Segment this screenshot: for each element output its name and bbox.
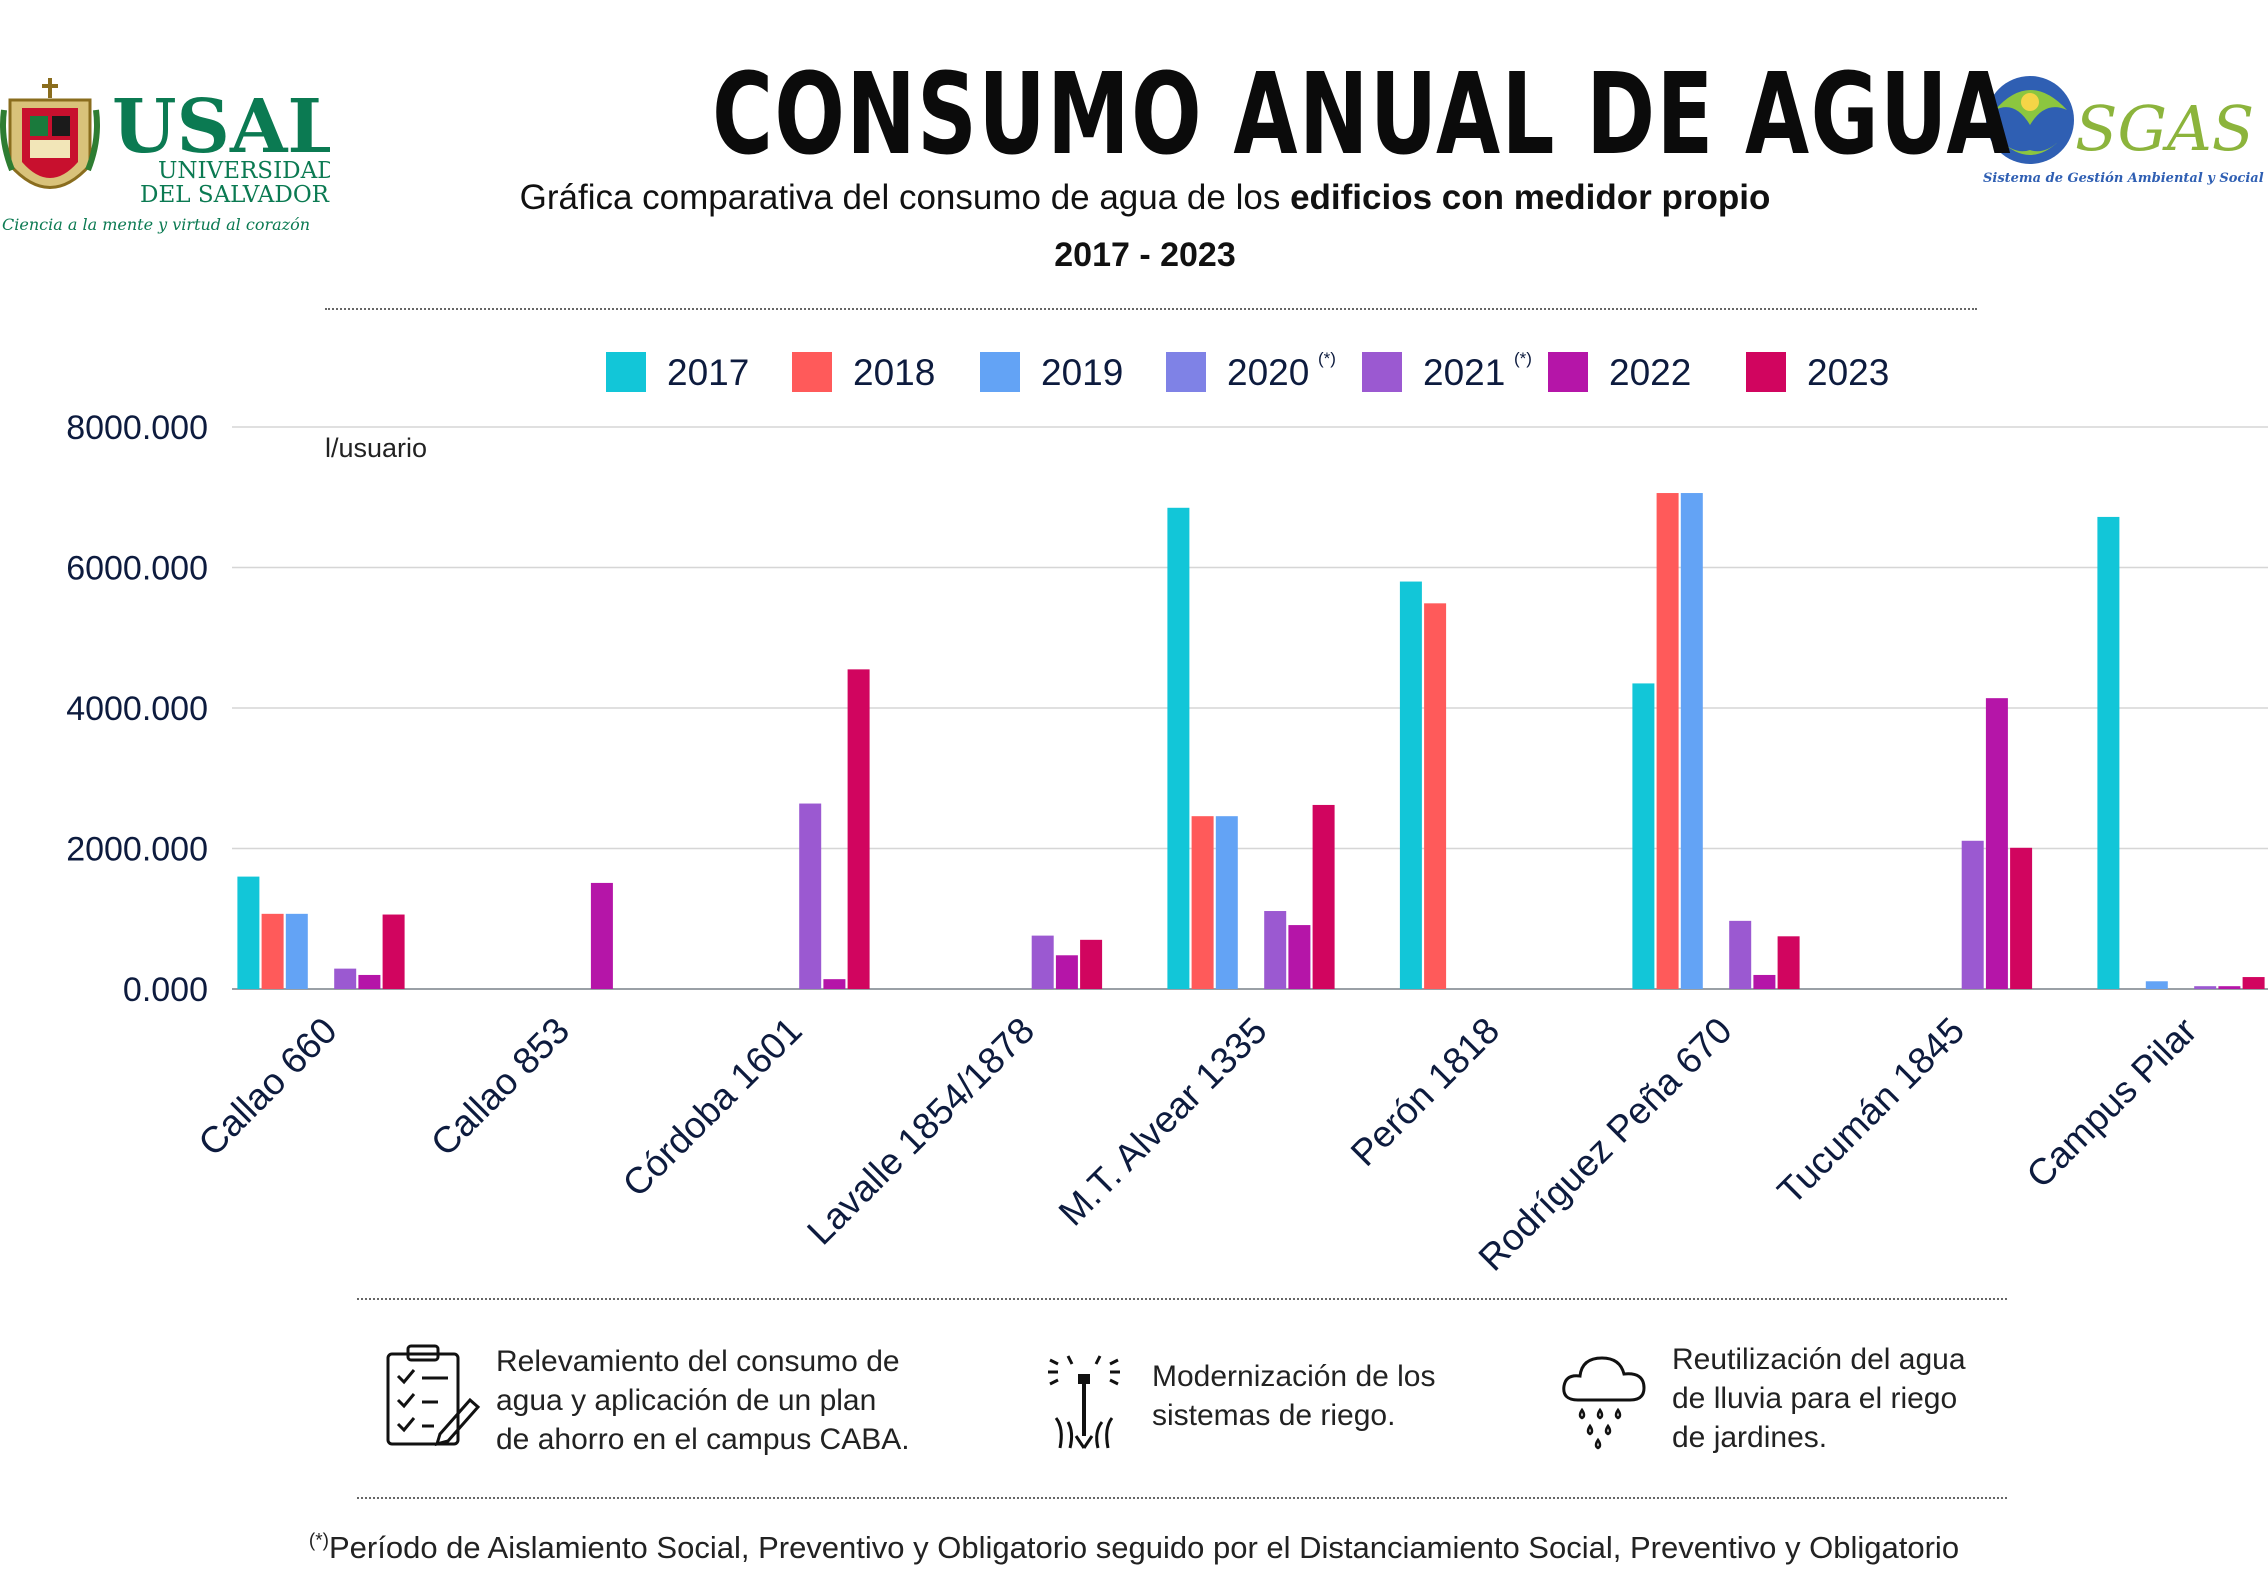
legend-swatch (1548, 352, 1588, 392)
bar (1777, 936, 1800, 989)
x-tick-label: Callao 660 (191, 1010, 345, 1164)
usal-crest-icon: USAL UNIVERSIDAD DEL SALVADOR Ciencia a … (0, 78, 339, 234)
bar (2218, 986, 2241, 989)
bar (847, 669, 870, 989)
legend-label: 2022 (1609, 352, 1691, 393)
legend-note: (*) (1318, 349, 1336, 368)
irrigation-sprinkler-icon (1048, 1355, 1120, 1449)
legend-label: 2017 (667, 352, 749, 393)
legend-note: (*) (1514, 349, 1532, 368)
bar (1753, 974, 1776, 989)
x-tick-label: Córdoba 1601 (615, 1010, 810, 1205)
bar (590, 882, 613, 989)
page-title: CONSUMO ANUAL DE AGUA (712, 50, 2013, 180)
bar (2194, 986, 2217, 989)
divider-top (325, 308, 1977, 310)
legend-swatch (1746, 352, 1786, 392)
bar (358, 974, 381, 989)
y-tick-label: 8000.000 (66, 409, 208, 447)
legend-label: 2021 (1423, 352, 1505, 393)
bar (1264, 911, 1287, 989)
bar (2097, 516, 2120, 989)
svg-text:Ciencia a la mente y virtud al: Ciencia a la mente y virtud al corazón (2, 215, 310, 234)
bar (237, 876, 260, 989)
footnote: (*)Período de Aislamiento Social, Preven… (308, 1530, 1960, 1565)
svg-text:SGAS: SGAS (2075, 92, 2254, 165)
bar (1191, 816, 1214, 989)
x-tick-label: Campus Pilar (2019, 1010, 2205, 1196)
bar (1632, 683, 1655, 989)
legend-label: 2023 (1807, 352, 1889, 393)
bar (823, 979, 846, 989)
chart-grid: 0.000 2000.000 4000.000 6000.000 8000.000 (66, 409, 2268, 1009)
legend-swatch (1166, 352, 1206, 392)
bar (1729, 920, 1752, 989)
legend-label: 2020 (1227, 352, 1309, 393)
sgas-globe-icon: SGAS Sistema de Gestión Ambiental y Soci… (1983, 76, 2264, 186)
legend-label: 2018 (853, 352, 935, 393)
initiative-3-text: Reutilización del agua de lluvia para el … (1672, 1343, 1966, 1454)
divider-bottom (357, 1497, 2007, 1499)
bar (382, 914, 405, 989)
y-tick-label: 0.000 (123, 971, 208, 1009)
x-tick-label: Lavalle 1854/1878 (799, 1010, 1042, 1253)
bar (1215, 816, 1238, 989)
divider-middle (357, 1298, 2007, 1300)
y-tick-label: 6000.000 (66, 550, 208, 588)
svg-text:UNIVERSIDAD: UNIVERSIDAD (158, 158, 330, 184)
y-tick-label: 4000.000 (66, 690, 208, 728)
y-tick-label: 2000.000 (66, 831, 208, 869)
rain-cloud-icon (1562, 1356, 1646, 1450)
bar (799, 803, 822, 989)
legend-label: 2019 (1041, 352, 1123, 393)
initiative-2-text: Modernización de los sistemas de riego. (1152, 1360, 1436, 1432)
bar (2242, 977, 2265, 989)
checklist-clipboard-icon (386, 1344, 481, 1447)
bar (2145, 981, 2168, 989)
bar-chart: 2017 2018 2019 2020 (*) 2021 (*) 2022 2023 0.000… (66, 349, 2268, 1279)
y-axis-unit-label: l/usuario (325, 433, 427, 463)
initiative-1-text: Relevamiento del consumo de agua y aplica… (496, 1345, 910, 1456)
bar (334, 968, 357, 989)
svg-text:DEL SALVADOR: DEL SALVADOR (140, 182, 330, 208)
bar (1312, 804, 1335, 989)
bar (285, 913, 308, 989)
x-tick-label: Perón 1818 (1343, 1010, 1507, 1174)
bar (1167, 507, 1190, 989)
bar (1080, 939, 1103, 989)
bar (1031, 935, 1054, 989)
sgas-logo: SGAS Sistema de Gestión Ambiental y Soci… (1975, 70, 2265, 200)
x-axis-labels: Callao 660 Callao 853 Córdoba 1601Lavalle … (191, 1010, 2205, 1279)
x-tick-label: Tucumán 1845 (1770, 1010, 1973, 1213)
bar (1680, 493, 1703, 989)
chart-bars (237, 493, 2265, 989)
legend-swatch (1362, 352, 1402, 392)
legend-swatch (606, 352, 646, 392)
bar (261, 913, 284, 989)
svg-text:Sistema de Gestión Ambiental y: Sistema de Gestión Ambiental y Social (1983, 171, 2264, 186)
x-tick-label: Rodríguez Peña 670 (1471, 1010, 1740, 1279)
x-tick-label: M.T. Alvear 1335 (1051, 1010, 1275, 1234)
usal-wordmark: USAL (112, 84, 330, 170)
x-tick-label: Callao 853 (423, 1010, 577, 1164)
bar (1424, 603, 1447, 989)
bar (2010, 847, 2033, 989)
legend-swatch (792, 352, 832, 392)
bar (1961, 840, 1984, 989)
bar (1656, 493, 1679, 989)
bar (1055, 955, 1078, 989)
bar (1288, 925, 1311, 989)
bar (1985, 698, 2008, 989)
usal-logo: USAL UNIVERSIDAD DEL SALVADOR Ciencia a … (0, 70, 339, 240)
legend-swatch (980, 352, 1020, 392)
page-subtitle: Gráfica comparativa del consumo de agua … (519, 178, 1771, 217)
bar (1399, 581, 1422, 989)
chart-legend: 2017 2018 2019 2020 (*) 2021 (*) 2022 2023 (606, 349, 1889, 393)
years-range: 2017 - 2023 (1054, 236, 1236, 274)
